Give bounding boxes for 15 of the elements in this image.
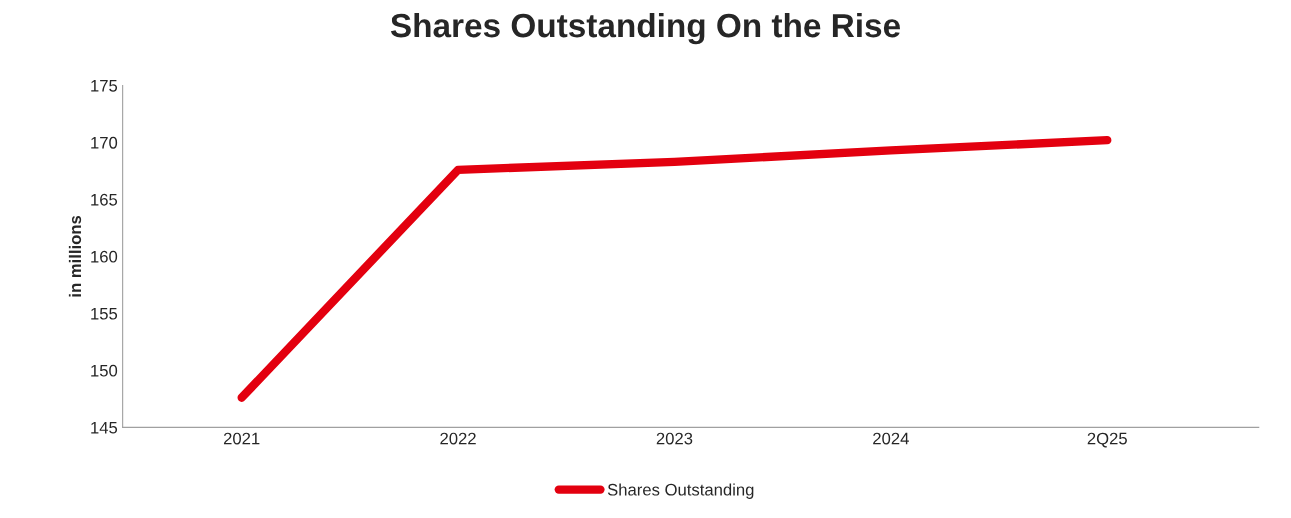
x-tick-label: 2023 <box>656 432 693 445</box>
y-tick-label: 165 <box>91 193 118 206</box>
x-tick-label: 2022 <box>440 432 476 445</box>
legend-label: Shares Outstanding <box>607 483 754 499</box>
x-tick-label: 2Q25 <box>1087 432 1127 448</box>
x-tick-label: 2024 <box>873 432 909 445</box>
y-tick-label: 160 <box>91 250 118 263</box>
y-tick-label: 150 <box>91 364 118 377</box>
y-tick-label: 155 <box>91 307 118 320</box>
y-tick-label: 170 <box>91 136 118 149</box>
y-axis-title: in millions <box>68 215 82 297</box>
y-tick-label: 175 <box>91 80 118 92</box>
y-tick-label: 145 <box>91 421 118 434</box>
chart-title: Shares Outstanding On the Rise <box>390 12 900 45</box>
x-tick-label: 2021 <box>223 432 260 445</box>
